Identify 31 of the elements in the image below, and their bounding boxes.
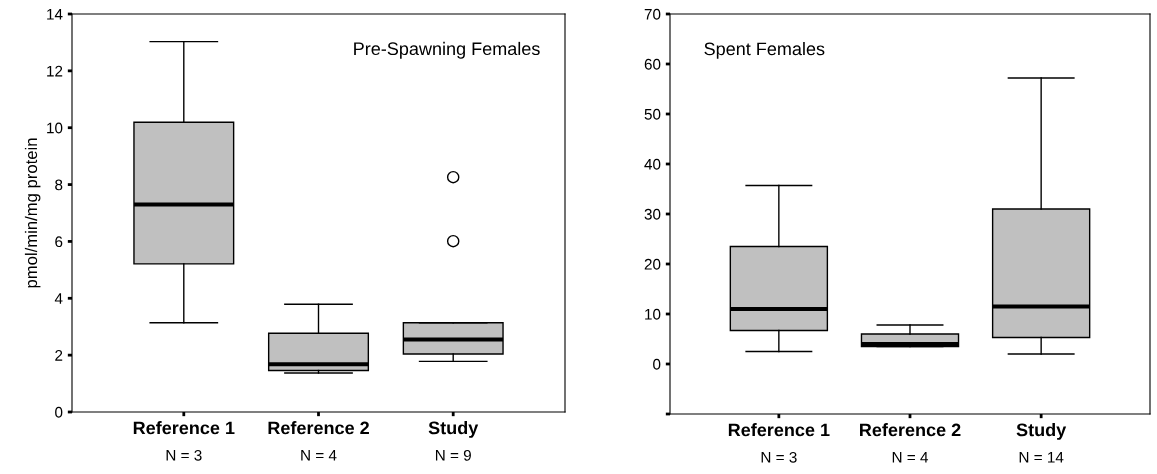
text: N = 4 — [892, 452, 929, 463]
y-tick-label: 8 — [55, 179, 63, 191]
text: N = 3 — [166, 449, 202, 461]
y-tick-label: 14 — [47, 9, 63, 20]
text: N = 4 — [301, 450, 337, 461]
text: N = 14 — [1019, 452, 1064, 463]
text: N = 9 — [435, 449, 471, 461]
y-tick-label: 20 — [644, 258, 661, 270]
x-tick-label: Study — [1016, 423, 1067, 440]
x-tick-label: Reference 2 — [268, 421, 369, 435]
y-tick-label: 60 — [644, 58, 661, 70]
text: Pre-Spawning Females — [354, 41, 540, 59]
text: N = 3 — [761, 451, 797, 463]
y-tick-label: 40 — [644, 158, 661, 170]
x-tick-label: Reference 1 — [133, 421, 235, 435]
y-tick-label: 30 — [644, 208, 661, 220]
y-tick-label: 6 — [55, 236, 63, 248]
y-tick-label: 0 — [55, 406, 63, 418]
x-tick-label: Reference 2 — [860, 423, 961, 437]
text: Spent Females — [704, 42, 825, 59]
x-tick-label: Study — [428, 421, 479, 438]
y-tick-label: 2 — [55, 350, 63, 361]
y-tick-label: 12 — [47, 65, 63, 77]
y-tick-label: 50 — [644, 108, 661, 120]
y-tick-label: 10 — [645, 308, 661, 320]
y-axis-title: pmol/min/mg protein — [24, 138, 41, 288]
y-tick-label: 70 — [644, 8, 661, 20]
y-tick-label: 4 — [54, 293, 63, 304]
y-tick-label: 10 — [47, 122, 63, 134]
x-tick-label: Reference 1 — [728, 423, 830, 437]
y-tick-label: 0 — [653, 358, 661, 370]
